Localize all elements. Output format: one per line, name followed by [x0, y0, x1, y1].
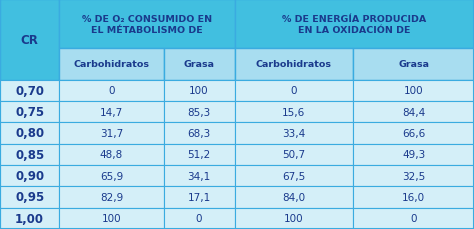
Text: 0,80: 0,80 — [15, 127, 44, 140]
Text: Grasa: Grasa — [183, 60, 215, 69]
Text: 50,7: 50,7 — [283, 150, 305, 160]
Bar — [164, 165, 235, 186]
Text: 49,3: 49,3 — [402, 150, 425, 160]
Text: 1,00: 1,00 — [15, 212, 44, 225]
Text: 14,7: 14,7 — [100, 107, 123, 117]
Bar — [235, 49, 353, 80]
Text: 0,90: 0,90 — [15, 169, 44, 182]
Bar — [353, 49, 474, 80]
Text: 0,75: 0,75 — [15, 106, 44, 119]
Text: 0: 0 — [291, 86, 297, 96]
Bar — [59, 123, 164, 144]
Text: 82,9: 82,9 — [100, 192, 123, 202]
Text: 34,1: 34,1 — [187, 171, 211, 181]
Text: 15,6: 15,6 — [282, 107, 306, 117]
Text: 85,3: 85,3 — [187, 107, 211, 117]
Text: CR: CR — [21, 34, 38, 46]
Bar — [0, 101, 59, 123]
Text: 0,95: 0,95 — [15, 191, 44, 204]
Text: % DE O₂ CONSUMIDO EN
EL MÉTABOLISMO DE: % DE O₂ CONSUMIDO EN EL MÉTABOLISMO DE — [82, 15, 212, 35]
Bar — [235, 0, 474, 49]
Bar — [0, 123, 59, 144]
Bar — [0, 186, 59, 208]
Bar — [353, 208, 474, 229]
Text: 68,3: 68,3 — [187, 128, 211, 138]
Bar — [235, 80, 353, 101]
Text: 65,9: 65,9 — [100, 171, 123, 181]
Text: 67,5: 67,5 — [282, 171, 306, 181]
Text: 0,85: 0,85 — [15, 148, 44, 161]
Bar — [164, 101, 235, 123]
Bar — [235, 165, 353, 186]
Text: Grasa: Grasa — [398, 60, 429, 69]
Bar — [235, 123, 353, 144]
Bar — [0, 165, 59, 186]
Text: 51,2: 51,2 — [187, 150, 211, 160]
Bar — [353, 186, 474, 208]
Bar — [59, 101, 164, 123]
Text: 84,0: 84,0 — [283, 192, 305, 202]
Text: 100: 100 — [404, 86, 423, 96]
Bar — [164, 208, 235, 229]
Bar — [59, 208, 164, 229]
Text: 0: 0 — [410, 213, 417, 223]
Bar — [59, 49, 164, 80]
Bar — [164, 144, 235, 165]
Text: 0: 0 — [196, 213, 202, 223]
Bar — [164, 186, 235, 208]
Text: % DE ENERGÍA PRODUCIDA
EN LA OXIDACIÓN DE: % DE ENERGÍA PRODUCIDA EN LA OXIDACIÓN D… — [282, 15, 427, 35]
Text: 16,0: 16,0 — [402, 192, 425, 202]
Bar — [235, 101, 353, 123]
Bar — [59, 144, 164, 165]
Bar — [164, 123, 235, 144]
Bar — [59, 80, 164, 101]
Text: Carbohidratos: Carbohidratos — [256, 60, 332, 69]
Text: 48,8: 48,8 — [100, 150, 123, 160]
Bar — [353, 165, 474, 186]
Bar — [164, 80, 235, 101]
Text: 0,70: 0,70 — [15, 84, 44, 97]
Bar — [353, 123, 474, 144]
Text: 100: 100 — [101, 213, 121, 223]
Bar — [235, 208, 353, 229]
Text: 32,5: 32,5 — [402, 171, 425, 181]
Text: 66,6: 66,6 — [402, 128, 425, 138]
Text: 31,7: 31,7 — [100, 128, 123, 138]
Bar — [164, 49, 235, 80]
Text: Carbohidratos: Carbohidratos — [73, 60, 149, 69]
Bar — [0, 80, 59, 101]
Text: 100: 100 — [284, 213, 304, 223]
Text: 84,4: 84,4 — [402, 107, 425, 117]
Bar — [353, 101, 474, 123]
Text: 33,4: 33,4 — [282, 128, 306, 138]
Bar — [353, 144, 474, 165]
Bar — [59, 0, 235, 49]
Bar — [59, 165, 164, 186]
Bar — [0, 0, 59, 80]
Bar — [0, 144, 59, 165]
Bar — [235, 186, 353, 208]
Bar — [235, 144, 353, 165]
Text: 17,1: 17,1 — [187, 192, 211, 202]
Bar — [353, 80, 474, 101]
Bar — [59, 186, 164, 208]
Bar — [0, 208, 59, 229]
Text: 0: 0 — [108, 86, 115, 96]
Text: 100: 100 — [189, 86, 209, 96]
